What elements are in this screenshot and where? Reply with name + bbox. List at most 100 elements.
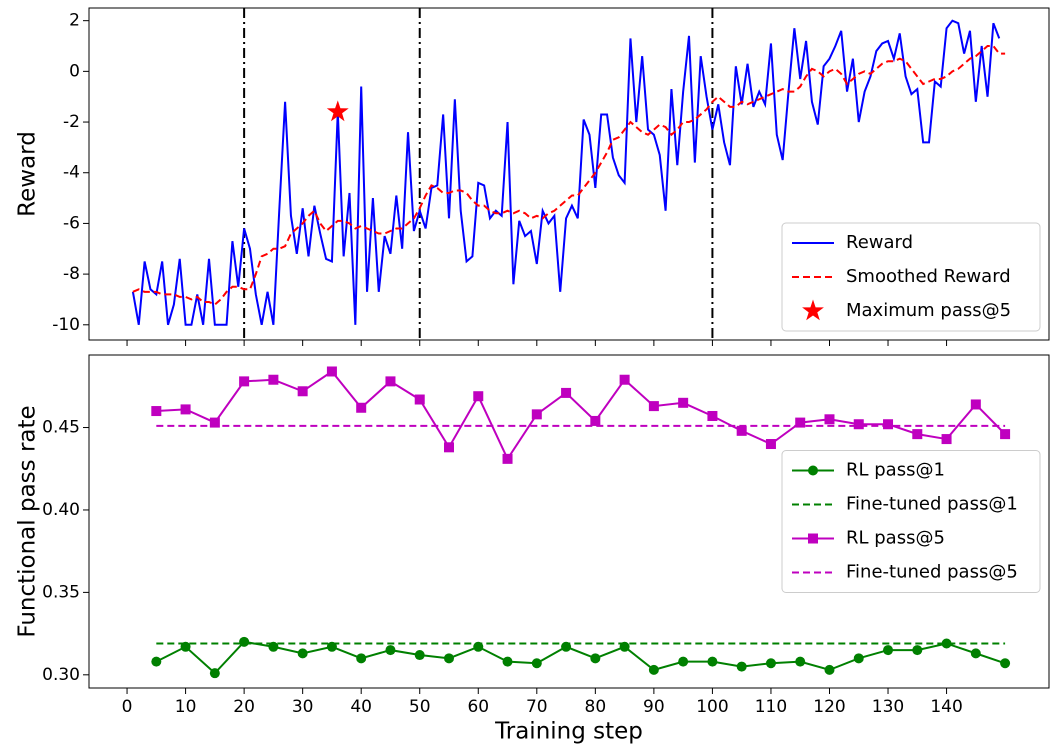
marker — [795, 656, 806, 667]
legend-label: Maximum pass@5 — [846, 300, 1011, 321]
marker — [795, 417, 806, 428]
marker — [239, 636, 250, 647]
marker — [502, 656, 513, 667]
marker — [531, 409, 542, 420]
marker — [678, 656, 689, 667]
legend-label: RL pass@5 — [846, 528, 945, 549]
y-tick-label: 2 — [69, 11, 80, 31]
x-tick-label: 70 — [526, 697, 548, 717]
marker — [707, 410, 718, 421]
series-line — [156, 370, 1006, 461]
marker — [531, 658, 542, 669]
legend-label: Fine-tuned pass@1 — [846, 494, 1018, 515]
y-tick-label: 0.40 — [42, 500, 80, 520]
marker — [385, 645, 396, 656]
y-tick-label: 0.45 — [42, 418, 80, 438]
series-line — [155, 640, 1006, 675]
marker — [444, 442, 454, 453]
marker — [970, 399, 981, 410]
legend: Reward Smoothed Reward Maximum pass@5 — [781, 222, 1041, 332]
x-tick-label: 40 — [350, 697, 372, 717]
marker — [326, 100, 349, 122]
marker — [941, 434, 952, 445]
x-tick-label: 50 — [409, 697, 431, 717]
legend-box — [781, 450, 1041, 593]
marker — [356, 402, 367, 413]
marker — [473, 391, 484, 402]
legend-box — [781, 222, 1041, 332]
x-tick-label: 30 — [292, 697, 314, 717]
plot-frame — [88, 354, 1050, 689]
marker — [648, 664, 659, 675]
marker — [239, 376, 250, 387]
x-tick-label: 20 — [233, 697, 255, 717]
y-tick-label: -8 — [63, 264, 80, 284]
marker — [151, 406, 162, 417]
marker — [414, 650, 425, 661]
marker — [648, 401, 659, 412]
x-axis-label: Training step — [494, 719, 643, 745]
marker — [1000, 429, 1011, 440]
marker — [297, 648, 308, 659]
marker — [853, 419, 864, 430]
marker — [268, 374, 279, 385]
series-line — [132, 45, 1006, 306]
marker — [883, 419, 894, 430]
legend-marker — [802, 299, 824, 321]
marker — [151, 656, 162, 667]
marker — [385, 376, 396, 387]
marker — [502, 453, 513, 464]
marker — [912, 645, 923, 656]
marker — [180, 404, 191, 415]
marker — [356, 653, 367, 664]
marker — [707, 656, 718, 667]
x-tick-label: 120 — [813, 697, 845, 717]
marker — [736, 425, 747, 436]
marker — [824, 664, 835, 675]
x-tick-label: 130 — [872, 697, 904, 717]
marker — [1000, 658, 1011, 669]
marker — [765, 658, 776, 669]
marker — [678, 397, 689, 408]
legend: RL pass@1 Fine-tuned pass@1 RL pass@5 Fine-… — [781, 450, 1041, 593]
marker — [619, 374, 630, 385]
x-tick-label: 10 — [175, 697, 197, 717]
marker — [297, 386, 308, 397]
marker — [941, 638, 952, 649]
x-tick-label: 140 — [930, 697, 962, 717]
y-tick-label: -10 — [52, 315, 80, 335]
y-tick-label: 0.35 — [42, 582, 80, 602]
marker — [590, 653, 601, 664]
marker — [444, 653, 454, 664]
x-tick-label: 60 — [467, 697, 489, 717]
y-axis-label: Functional pass rate — [15, 405, 41, 637]
legend-label: Smoothed Reward — [846, 266, 1011, 287]
y-axis-label: Reward — [15, 131, 41, 217]
marker — [912, 429, 923, 440]
y-tick-label: -2 — [63, 112, 80, 132]
plot-frame — [88, 7, 1050, 341]
legend-marker — [808, 533, 818, 544]
y-tick-label: 0.30 — [42, 665, 80, 685]
y-tick-label: -6 — [63, 213, 80, 233]
marker — [765, 439, 776, 450]
marker — [590, 415, 601, 426]
x-tick-label: 0 — [122, 697, 133, 717]
marker — [326, 366, 337, 377]
marker — [824, 414, 835, 425]
legend-label: Reward — [846, 232, 913, 253]
legend-marker — [808, 465, 818, 476]
legend-label: RL pass@1 — [846, 460, 945, 481]
y-tick-label: -4 — [63, 163, 80, 183]
marker — [561, 387, 572, 398]
x-tick-label: 80 — [585, 697, 607, 717]
marker — [736, 661, 747, 672]
marker — [209, 668, 220, 679]
legend-label: Fine-tuned pass@5 — [846, 562, 1018, 583]
marker — [209, 417, 220, 428]
marker — [883, 645, 894, 656]
series-line — [131, 19, 1001, 326]
x-tick-label: 90 — [643, 697, 665, 717]
x-tick-label: 100 — [696, 697, 728, 717]
marker — [414, 394, 425, 405]
